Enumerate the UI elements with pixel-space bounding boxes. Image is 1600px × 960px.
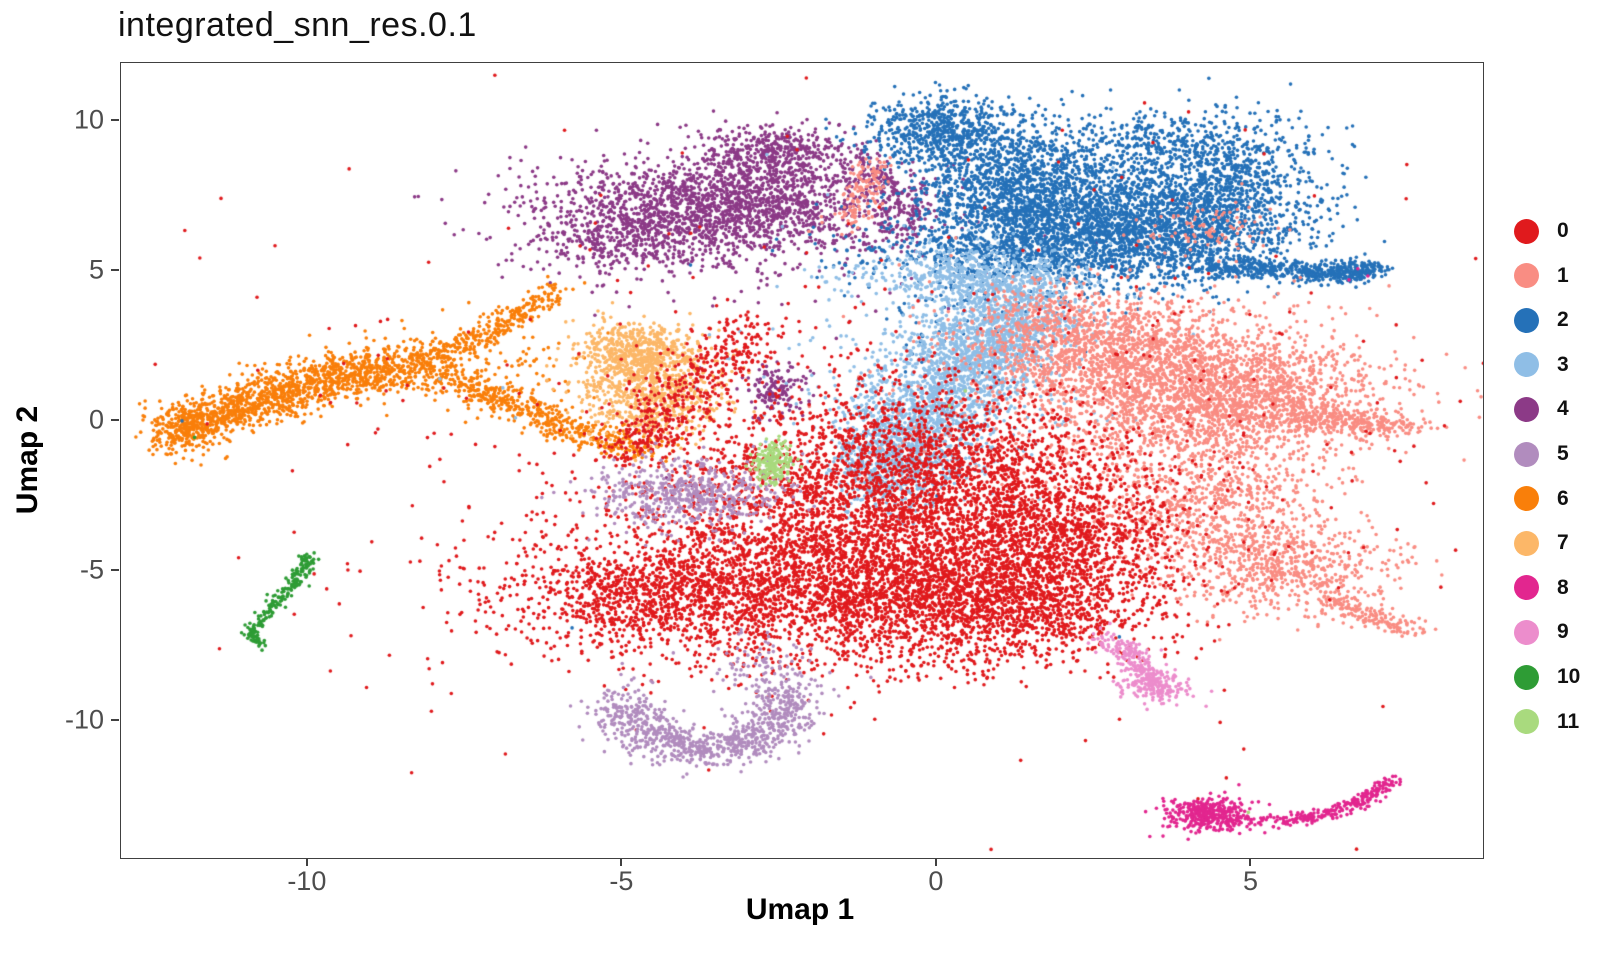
scatter-canvas bbox=[121, 63, 1483, 858]
x-tick-label: -10 bbox=[287, 866, 327, 896]
legend-swatch-8 bbox=[1514, 575, 1539, 601]
legend-item-6: 6 bbox=[1504, 477, 1569, 521]
y-tick-label: -10 bbox=[64, 704, 104, 735]
legend-swatch-7 bbox=[1514, 530, 1539, 556]
legend-swatch-6 bbox=[1514, 486, 1539, 512]
x-tick-mark bbox=[305, 858, 308, 866]
legend-label-10: 10 bbox=[1557, 665, 1581, 688]
legend-swatch-10 bbox=[1514, 664, 1539, 690]
x-tick-label: 5 bbox=[1242, 866, 1258, 896]
y-axis-title: Umap 2 bbox=[11, 405, 44, 515]
y-tick-mark bbox=[111, 718, 119, 721]
legend-swatch-0 bbox=[1514, 218, 1539, 244]
legend-item-7: 7 bbox=[1504, 521, 1569, 565]
legend-item-2: 2 bbox=[1504, 298, 1569, 342]
y-tick-label: 0 bbox=[88, 404, 104, 435]
legend-item-5: 5 bbox=[1504, 432, 1569, 476]
legend-item-8: 8 bbox=[1504, 566, 1569, 610]
legend-item-0: 0 bbox=[1504, 209, 1569, 253]
y-tick-mark bbox=[111, 118, 119, 121]
y-tick-mark bbox=[111, 418, 119, 421]
legend-item-4: 4 bbox=[1504, 387, 1569, 431]
x-tick-mark bbox=[620, 858, 623, 866]
legend-swatch-9 bbox=[1514, 619, 1539, 645]
legend-item-1: 1 bbox=[1504, 254, 1569, 298]
x-axis-title: Umap 1 bbox=[745, 893, 855, 926]
legend-label-9: 9 bbox=[1557, 620, 1569, 644]
legend-label-2: 2 bbox=[1557, 308, 1569, 332]
plot-panel bbox=[120, 62, 1484, 859]
legend-swatch-5 bbox=[1514, 441, 1539, 467]
legend-swatch-2 bbox=[1514, 307, 1539, 333]
legend-swatch-11 bbox=[1514, 709, 1539, 735]
legend-label-6: 6 bbox=[1557, 486, 1569, 510]
legend-item-11: 11 bbox=[1504, 700, 1579, 744]
y-tick-label: 10 bbox=[73, 104, 104, 135]
legend-label-8: 8 bbox=[1557, 575, 1569, 599]
y-tick-mark bbox=[111, 268, 119, 271]
legend-label-11: 11 bbox=[1557, 709, 1580, 733]
legend-item-3: 3 bbox=[1504, 343, 1569, 387]
y-tick-mark bbox=[111, 568, 119, 571]
x-tick-mark bbox=[1249, 858, 1252, 866]
y-tick-label: -5 bbox=[79, 554, 104, 585]
legend-label-1: 1 bbox=[1557, 263, 1569, 287]
legend-label-5: 5 bbox=[1557, 442, 1569, 465]
legend-swatch-1 bbox=[1514, 263, 1539, 289]
legend-item-10: 10 bbox=[1504, 655, 1580, 699]
x-tick-mark bbox=[934, 858, 937, 866]
legend-label-4: 4 bbox=[1557, 397, 1569, 421]
y-tick-label: 5 bbox=[88, 254, 104, 285]
legend-label-7: 7 bbox=[1557, 531, 1569, 555]
x-tick-label: 0 bbox=[928, 866, 944, 896]
legend-label-0: 0 bbox=[1557, 219, 1569, 242]
legend-swatch-4 bbox=[1514, 396, 1539, 422]
plot-title: integrated_snn_res.0.1 bbox=[118, 6, 477, 44]
legend-swatch-3 bbox=[1514, 352, 1539, 378]
legend-item-9: 9 bbox=[1504, 610, 1569, 654]
legend: 0 1 2 3 4 5 6 7 8 9 10 11 bbox=[1504, 0, 1600, 960]
x-tick-label: -5 bbox=[609, 866, 634, 896]
legend-label-3: 3 bbox=[1557, 352, 1569, 376]
